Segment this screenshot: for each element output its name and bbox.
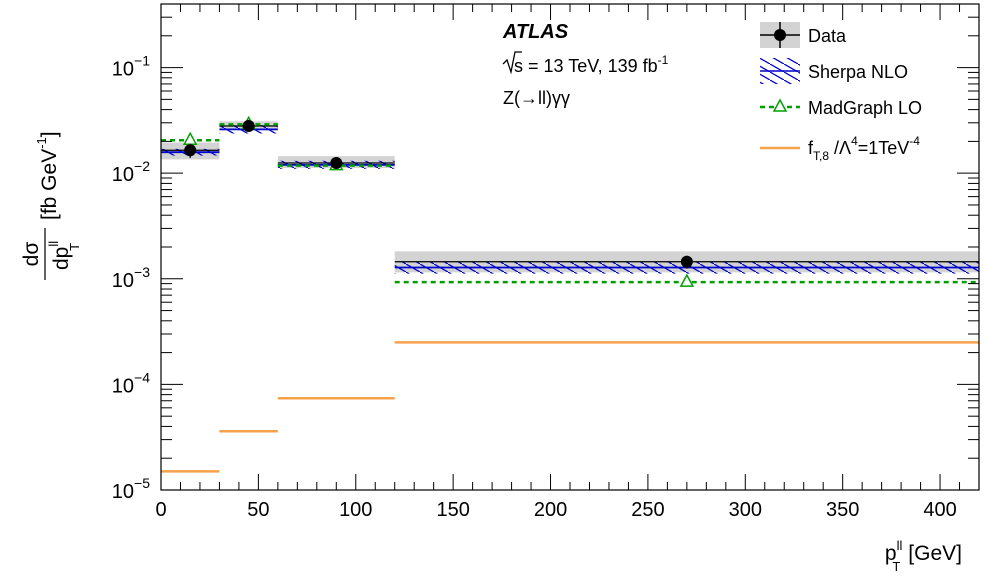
legend-entry-data: Data <box>760 22 847 48</box>
energy-sup: -1 <box>658 53 669 67</box>
y-tick-label: 10−3 <box>112 264 150 292</box>
x-axis-label-main: p <box>885 542 897 565</box>
legend-eft-sup2: -4 <box>909 134 920 148</box>
axis-ticks <box>160 3 980 491</box>
x-axis-label: pll T [GeV] <box>885 538 962 574</box>
x-tick-label: 400 <box>923 499 956 521</box>
y-label-unit-main: [fb GeV <box>38 149 61 220</box>
legend: Data Sherpa NLO MadGraph LO fT,8 /Λ4=1Te… <box>760 22 922 163</box>
data-point-3 <box>680 255 693 268</box>
y-label-den-main: dp <box>50 247 73 270</box>
atlas-label: ATLAS <box>502 21 569 43</box>
energy-prefix: s <box>514 56 523 76</box>
legend-data-label: Data <box>808 26 847 46</box>
x-tick-label: 250 <box>631 499 664 521</box>
legend-eft-mid: /Λ <box>829 138 851 158</box>
y-label-den-sup: ll <box>46 241 61 247</box>
y-tick-label: 10−4 <box>112 369 150 397</box>
legend-entry-sherpa: Sherpa NLO <box>760 58 908 84</box>
markers <box>182 115 695 287</box>
y-label-unit-sup: -1 <box>34 137 49 149</box>
y-tick-label: 10−5 <box>112 475 150 503</box>
legend-sherpa-label: Sherpa NLO <box>808 62 908 82</box>
x-axis-label-sub: T <box>892 559 900 574</box>
legend-eft-sub: T,8 <box>813 149 829 163</box>
legend-eft-f: f <box>808 138 814 158</box>
legend-entry-eft: fT,8 /Λ4=1TeV-4 <box>760 134 920 163</box>
sqrt-sign-icon <box>502 51 522 75</box>
tick-labels: 0 50 100 150 200 250 300 350 400 10−1 10−2 10−3 10−4… <box>112 53 957 521</box>
legend-eft-end: =1TeV <box>858 138 910 158</box>
y-tick-label: 10−2 <box>112 158 150 186</box>
data-point-2 <box>330 156 343 169</box>
y-tick-label: 10−1 <box>112 53 150 81</box>
svg-text:s = 13 TeV, 139 fb-1: s = 13 TeV, 139 fb-1 <box>514 53 669 76</box>
y-axis-label: dσ dpll T [fb GeV-1] <box>20 131 82 280</box>
y-label-den-sub: T <box>67 243 82 251</box>
y-label-denominator: dpll T <box>46 241 82 270</box>
energy-text: = 13 TeV, 139 fb <box>523 56 658 76</box>
legend-eft-sup: 4 <box>851 134 858 148</box>
x-tick-label: 150 <box>436 499 469 521</box>
x-tick-label: 0 <box>155 499 166 521</box>
madgraph-marker-0 <box>182 131 198 146</box>
x-axis-label-unit: [GeV] <box>908 542 962 565</box>
legend-data-marker <box>774 29 786 41</box>
energy-annotation: s = 13 TeV, 139 fb-1 <box>502 51 669 76</box>
histogram-lines <box>161 123 979 473</box>
x-tick-label: 200 <box>534 499 567 521</box>
data-point-0 <box>184 144 197 157</box>
data-point-1 <box>242 119 255 132</box>
legend-madgraph-marker <box>772 98 788 112</box>
x-tick-label: 350 <box>826 499 859 521</box>
legend-madgraph-label: MadGraph LO <box>808 98 922 118</box>
madgraph-marker-3 <box>679 273 695 287</box>
y-label-unit-close: ] <box>38 131 61 137</box>
legend-entry-madgraph: MadGraph LO <box>760 98 922 118</box>
x-axis-label-sup: ll <box>897 538 903 553</box>
x-tick-label: 50 <box>247 499 269 521</box>
x-tick-label: 300 <box>729 499 762 521</box>
y-label-numerator: dσ <box>20 242 43 267</box>
process-label: Z(→ll)γγ <box>503 88 570 108</box>
legend-eft-label: fT,8 /Λ4=1TeV-4 <box>808 134 920 163</box>
x-tick-label: 100 <box>339 499 372 521</box>
y-label-unit: [fb GeV-1] <box>34 131 61 220</box>
